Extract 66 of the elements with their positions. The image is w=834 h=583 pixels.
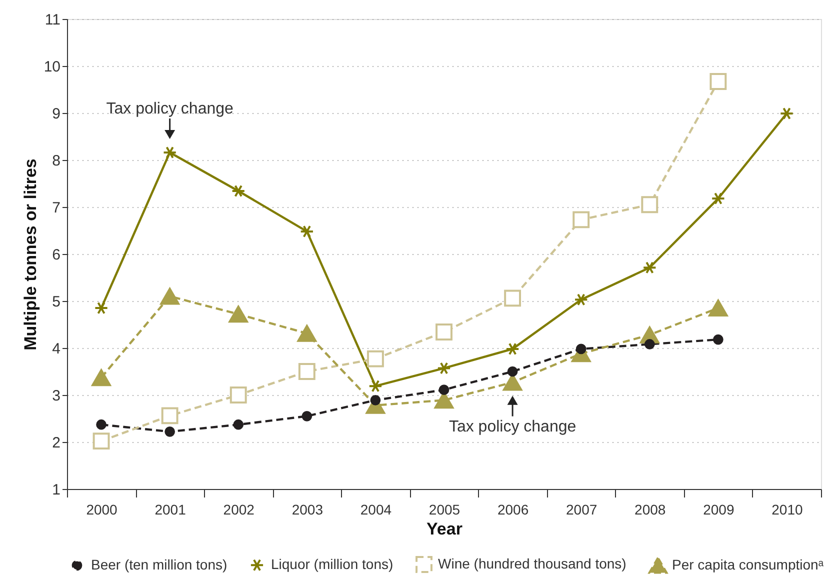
x-tick-label: 2005 — [428, 502, 460, 518]
legend-label: Per capita consumptionᵃ — [672, 556, 824, 572]
x-tick-label: 2004 — [360, 502, 392, 518]
y-tick-label: 4 — [52, 340, 60, 358]
x-tick-label: 2003 — [292, 502, 324, 518]
legend-label: Liquor (million tons) — [271, 556, 394, 572]
point — [780, 107, 794, 120]
point — [576, 344, 586, 354]
point — [92, 369, 111, 386]
point — [96, 419, 106, 430]
point — [504, 290, 522, 307]
point — [713, 334, 724, 345]
point — [438, 384, 450, 396]
x-tick-label: 2002 — [223, 502, 255, 518]
point — [160, 288, 180, 305]
point — [505, 342, 520, 356]
point — [572, 211, 590, 228]
y-tick-label: 10 — [44, 58, 60, 76]
point — [302, 410, 312, 422]
point — [710, 73, 727, 90]
point — [300, 225, 314, 238]
annotation: Tax policy change — [106, 100, 234, 118]
point — [94, 302, 108, 314]
point — [642, 261, 657, 274]
point — [711, 192, 726, 205]
y-axis-title: Multiple tonnes or litres — [20, 158, 40, 350]
legend-label: Beer (ten million tons) — [91, 556, 228, 572]
point — [92, 432, 110, 450]
point — [366, 350, 384, 368]
x-axis-title: Year — [426, 520, 463, 538]
x-tick-label: 2010 — [772, 502, 804, 518]
y-tick-label: 7 — [52, 200, 60, 216]
point — [231, 184, 246, 198]
x-tick-label: 2009 — [703, 502, 734, 518]
point — [230, 386, 247, 404]
point — [297, 324, 317, 342]
legend-label: Wine (hundred thousand tons) — [438, 556, 626, 572]
y-tick-label: 8 — [52, 152, 60, 170]
x-tick-label: 2006 — [497, 502, 529, 518]
point — [228, 306, 248, 323]
point — [298, 363, 316, 380]
y-tick-label: 2 — [52, 434, 60, 452]
x-tick-label: 2000 — [86, 502, 118, 518]
point — [436, 362, 452, 374]
point — [574, 293, 588, 306]
y-tick-label: 1 — [52, 482, 60, 498]
point — [708, 300, 728, 317]
y-tick-label: 5 — [52, 294, 60, 310]
point — [644, 339, 655, 350]
point — [233, 419, 244, 430]
x-tick-label: 2008 — [634, 502, 666, 518]
point — [641, 196, 658, 214]
x-tick-label: 2001 — [154, 502, 186, 518]
y-tick-label: 9 — [52, 106, 60, 122]
point — [164, 426, 175, 437]
y-tick-label: 11 — [44, 12, 60, 28]
y-tick-label: 3 — [52, 388, 60, 404]
x-tick-label: 2007 — [566, 502, 598, 518]
point — [368, 380, 383, 392]
point — [161, 407, 178, 424]
point — [370, 394, 381, 406]
point — [436, 324, 452, 340]
y-tick-label: 6 — [52, 246, 60, 264]
point — [507, 366, 518, 377]
annotation: Tax policy change — [448, 418, 576, 436]
point — [162, 146, 177, 159]
